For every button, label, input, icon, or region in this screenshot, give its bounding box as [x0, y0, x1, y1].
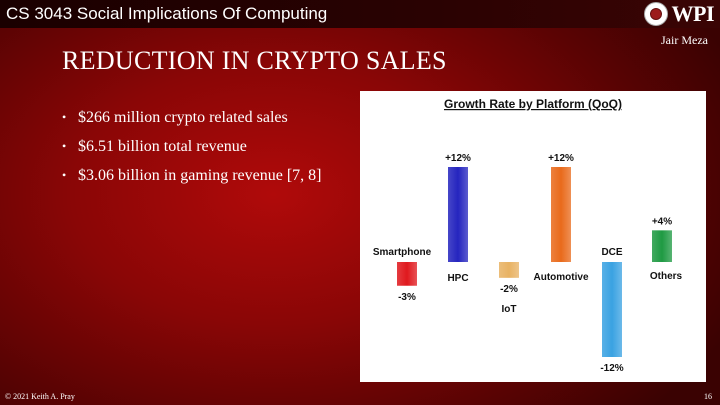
category-label-iot: IoT — [502, 304, 517, 315]
growth-chart: Growth Rate by Platform (QoQ) -3% +12% -2%… — [360, 91, 706, 382]
bullet-list: $266 million crypto related sales $6.51 … — [62, 108, 342, 195]
category-label-others: Others — [650, 271, 683, 282]
bullet-item: $266 million crypto related sales — [62, 108, 342, 127]
bar-others — [652, 230, 672, 262]
course-title: CS 3043 Social Implications Of Computing — [6, 4, 328, 23]
data-label-others: +4% — [652, 216, 672, 227]
data-label-iot: -2% — [500, 284, 518, 295]
slide-title: REDUCTION IN CRYPTO SALES — [62, 46, 447, 75]
header-bar: CS 3043 Social Implications Of Computing… — [0, 0, 720, 28]
data-label-hpc: +12% — [445, 153, 471, 164]
chart-marks: -3% +12% -2% +12% -12% +4% Smartphone HPC IoT Aut… — [373, 153, 683, 374]
wpi-seal-icon — [643, 2, 668, 26]
category-label-smartphone: Smartphone — [373, 247, 432, 258]
footer-copyright: © 2021 Keith A. Pray — [5, 392, 75, 401]
bar-automotive — [551, 167, 571, 262]
author-name: Jair Meza — [661, 33, 708, 47]
category-label-hpc: HPC — [447, 273, 468, 284]
data-label-dce: -12% — [600, 363, 623, 374]
bar-smartphone — [397, 262, 417, 286]
wpi-logo: WPI — [643, 1, 715, 26]
bar-dce — [602, 262, 622, 357]
wpi-logo-text: WPI — [671, 1, 715, 26]
chart-svg: Growth Rate by Platform (QoQ) -3% +12% -2%… — [373, 97, 683, 374]
page-number: 16 — [704, 392, 712, 401]
category-label-automotive: Automotive — [534, 272, 589, 283]
data-label-automotive: +12% — [548, 153, 574, 164]
bullet-item: $3.06 billion in gaming revenue [7, 8] — [62, 166, 342, 185]
bullet-item: $6.51 billion total revenue — [62, 137, 342, 156]
data-label-smartphone: -3% — [398, 292, 416, 303]
chart-title: Growth Rate by Platform (QoQ) — [444, 97, 622, 111]
category-label-dce: DCE — [601, 247, 622, 258]
bar-iot — [499, 262, 519, 278]
bar-hpc — [448, 167, 468, 262]
